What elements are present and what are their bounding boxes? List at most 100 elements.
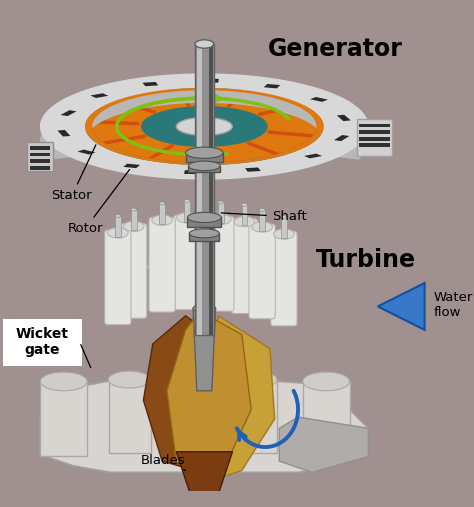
Polygon shape — [40, 74, 369, 179]
Polygon shape — [144, 316, 219, 470]
Bar — [218, 202, 224, 223]
Text: Wicket
gate: Wicket gate — [16, 327, 69, 357]
Bar — [259, 210, 265, 231]
Bar — [358, 143, 391, 147]
Ellipse shape — [186, 147, 223, 158]
Ellipse shape — [131, 208, 137, 211]
Ellipse shape — [303, 372, 350, 391]
FancyBboxPatch shape — [271, 231, 297, 326]
Polygon shape — [176, 452, 232, 507]
FancyBboxPatch shape — [303, 381, 350, 456]
Ellipse shape — [273, 229, 294, 239]
Bar — [197, 44, 202, 335]
Polygon shape — [264, 84, 280, 88]
FancyBboxPatch shape — [235, 380, 277, 453]
FancyBboxPatch shape — [231, 219, 257, 313]
Text: Shaft: Shaft — [221, 210, 307, 223]
Bar — [29, 153, 50, 157]
Text: Stator: Stator — [52, 145, 96, 202]
Bar — [29, 159, 50, 163]
Ellipse shape — [40, 372, 87, 391]
Ellipse shape — [259, 209, 265, 211]
Bar — [242, 205, 247, 226]
Bar — [184, 201, 190, 222]
FancyBboxPatch shape — [105, 230, 131, 324]
Polygon shape — [193, 308, 216, 391]
Ellipse shape — [123, 221, 144, 232]
Polygon shape — [205, 79, 219, 83]
Polygon shape — [279, 417, 368, 473]
Bar — [281, 217, 287, 238]
Ellipse shape — [82, 87, 326, 166]
Ellipse shape — [235, 371, 277, 388]
Polygon shape — [92, 90, 317, 163]
FancyBboxPatch shape — [208, 216, 234, 311]
Ellipse shape — [252, 222, 273, 232]
Ellipse shape — [281, 216, 287, 219]
Ellipse shape — [188, 161, 220, 171]
Polygon shape — [40, 381, 368, 473]
Text: Rotor: Rotor — [67, 169, 129, 235]
FancyBboxPatch shape — [149, 218, 175, 312]
Polygon shape — [245, 167, 261, 172]
Ellipse shape — [234, 216, 255, 227]
Ellipse shape — [108, 228, 128, 238]
Polygon shape — [378, 283, 425, 330]
FancyBboxPatch shape — [27, 142, 53, 170]
Text: Water
flow: Water flow — [434, 291, 474, 318]
Ellipse shape — [218, 201, 224, 204]
Ellipse shape — [195, 40, 214, 48]
Bar — [187, 218, 221, 227]
Polygon shape — [143, 82, 158, 86]
FancyBboxPatch shape — [120, 224, 147, 318]
Ellipse shape — [176, 118, 232, 135]
Bar — [358, 130, 391, 134]
FancyBboxPatch shape — [249, 224, 275, 319]
Ellipse shape — [152, 215, 173, 226]
Polygon shape — [61, 110, 77, 116]
Polygon shape — [334, 135, 349, 141]
Bar — [189, 233, 219, 241]
Bar — [195, 44, 214, 335]
Ellipse shape — [115, 214, 121, 218]
Polygon shape — [200, 316, 274, 480]
Ellipse shape — [159, 202, 165, 205]
Bar — [115, 216, 121, 237]
Bar — [159, 203, 165, 224]
FancyBboxPatch shape — [40, 381, 87, 456]
Ellipse shape — [189, 229, 219, 238]
Polygon shape — [77, 150, 95, 155]
Ellipse shape — [108, 371, 150, 388]
Bar — [29, 166, 50, 170]
Polygon shape — [85, 88, 324, 165]
FancyBboxPatch shape — [3, 318, 82, 366]
FancyBboxPatch shape — [174, 215, 200, 310]
Polygon shape — [304, 154, 322, 158]
Bar — [29, 146, 50, 150]
Ellipse shape — [184, 199, 190, 202]
Bar — [209, 44, 213, 335]
Polygon shape — [167, 311, 251, 485]
Polygon shape — [123, 164, 140, 168]
Polygon shape — [184, 170, 198, 174]
Bar — [358, 124, 391, 127]
Polygon shape — [91, 93, 108, 98]
Ellipse shape — [193, 305, 216, 312]
Bar — [186, 153, 223, 162]
Polygon shape — [40, 88, 369, 160]
Text: Generator: Generator — [268, 37, 403, 60]
Polygon shape — [310, 97, 328, 102]
Text: Blades: Blades — [141, 454, 186, 470]
Polygon shape — [181, 311, 265, 461]
Ellipse shape — [177, 212, 197, 223]
FancyBboxPatch shape — [109, 380, 151, 453]
Polygon shape — [57, 130, 70, 136]
FancyBboxPatch shape — [356, 119, 392, 157]
Polygon shape — [337, 115, 351, 121]
Bar — [131, 209, 137, 230]
Ellipse shape — [210, 214, 231, 225]
Bar — [188, 166, 220, 172]
Bar — [358, 137, 391, 140]
Ellipse shape — [242, 203, 247, 206]
Text: Turbine: Turbine — [316, 248, 416, 272]
